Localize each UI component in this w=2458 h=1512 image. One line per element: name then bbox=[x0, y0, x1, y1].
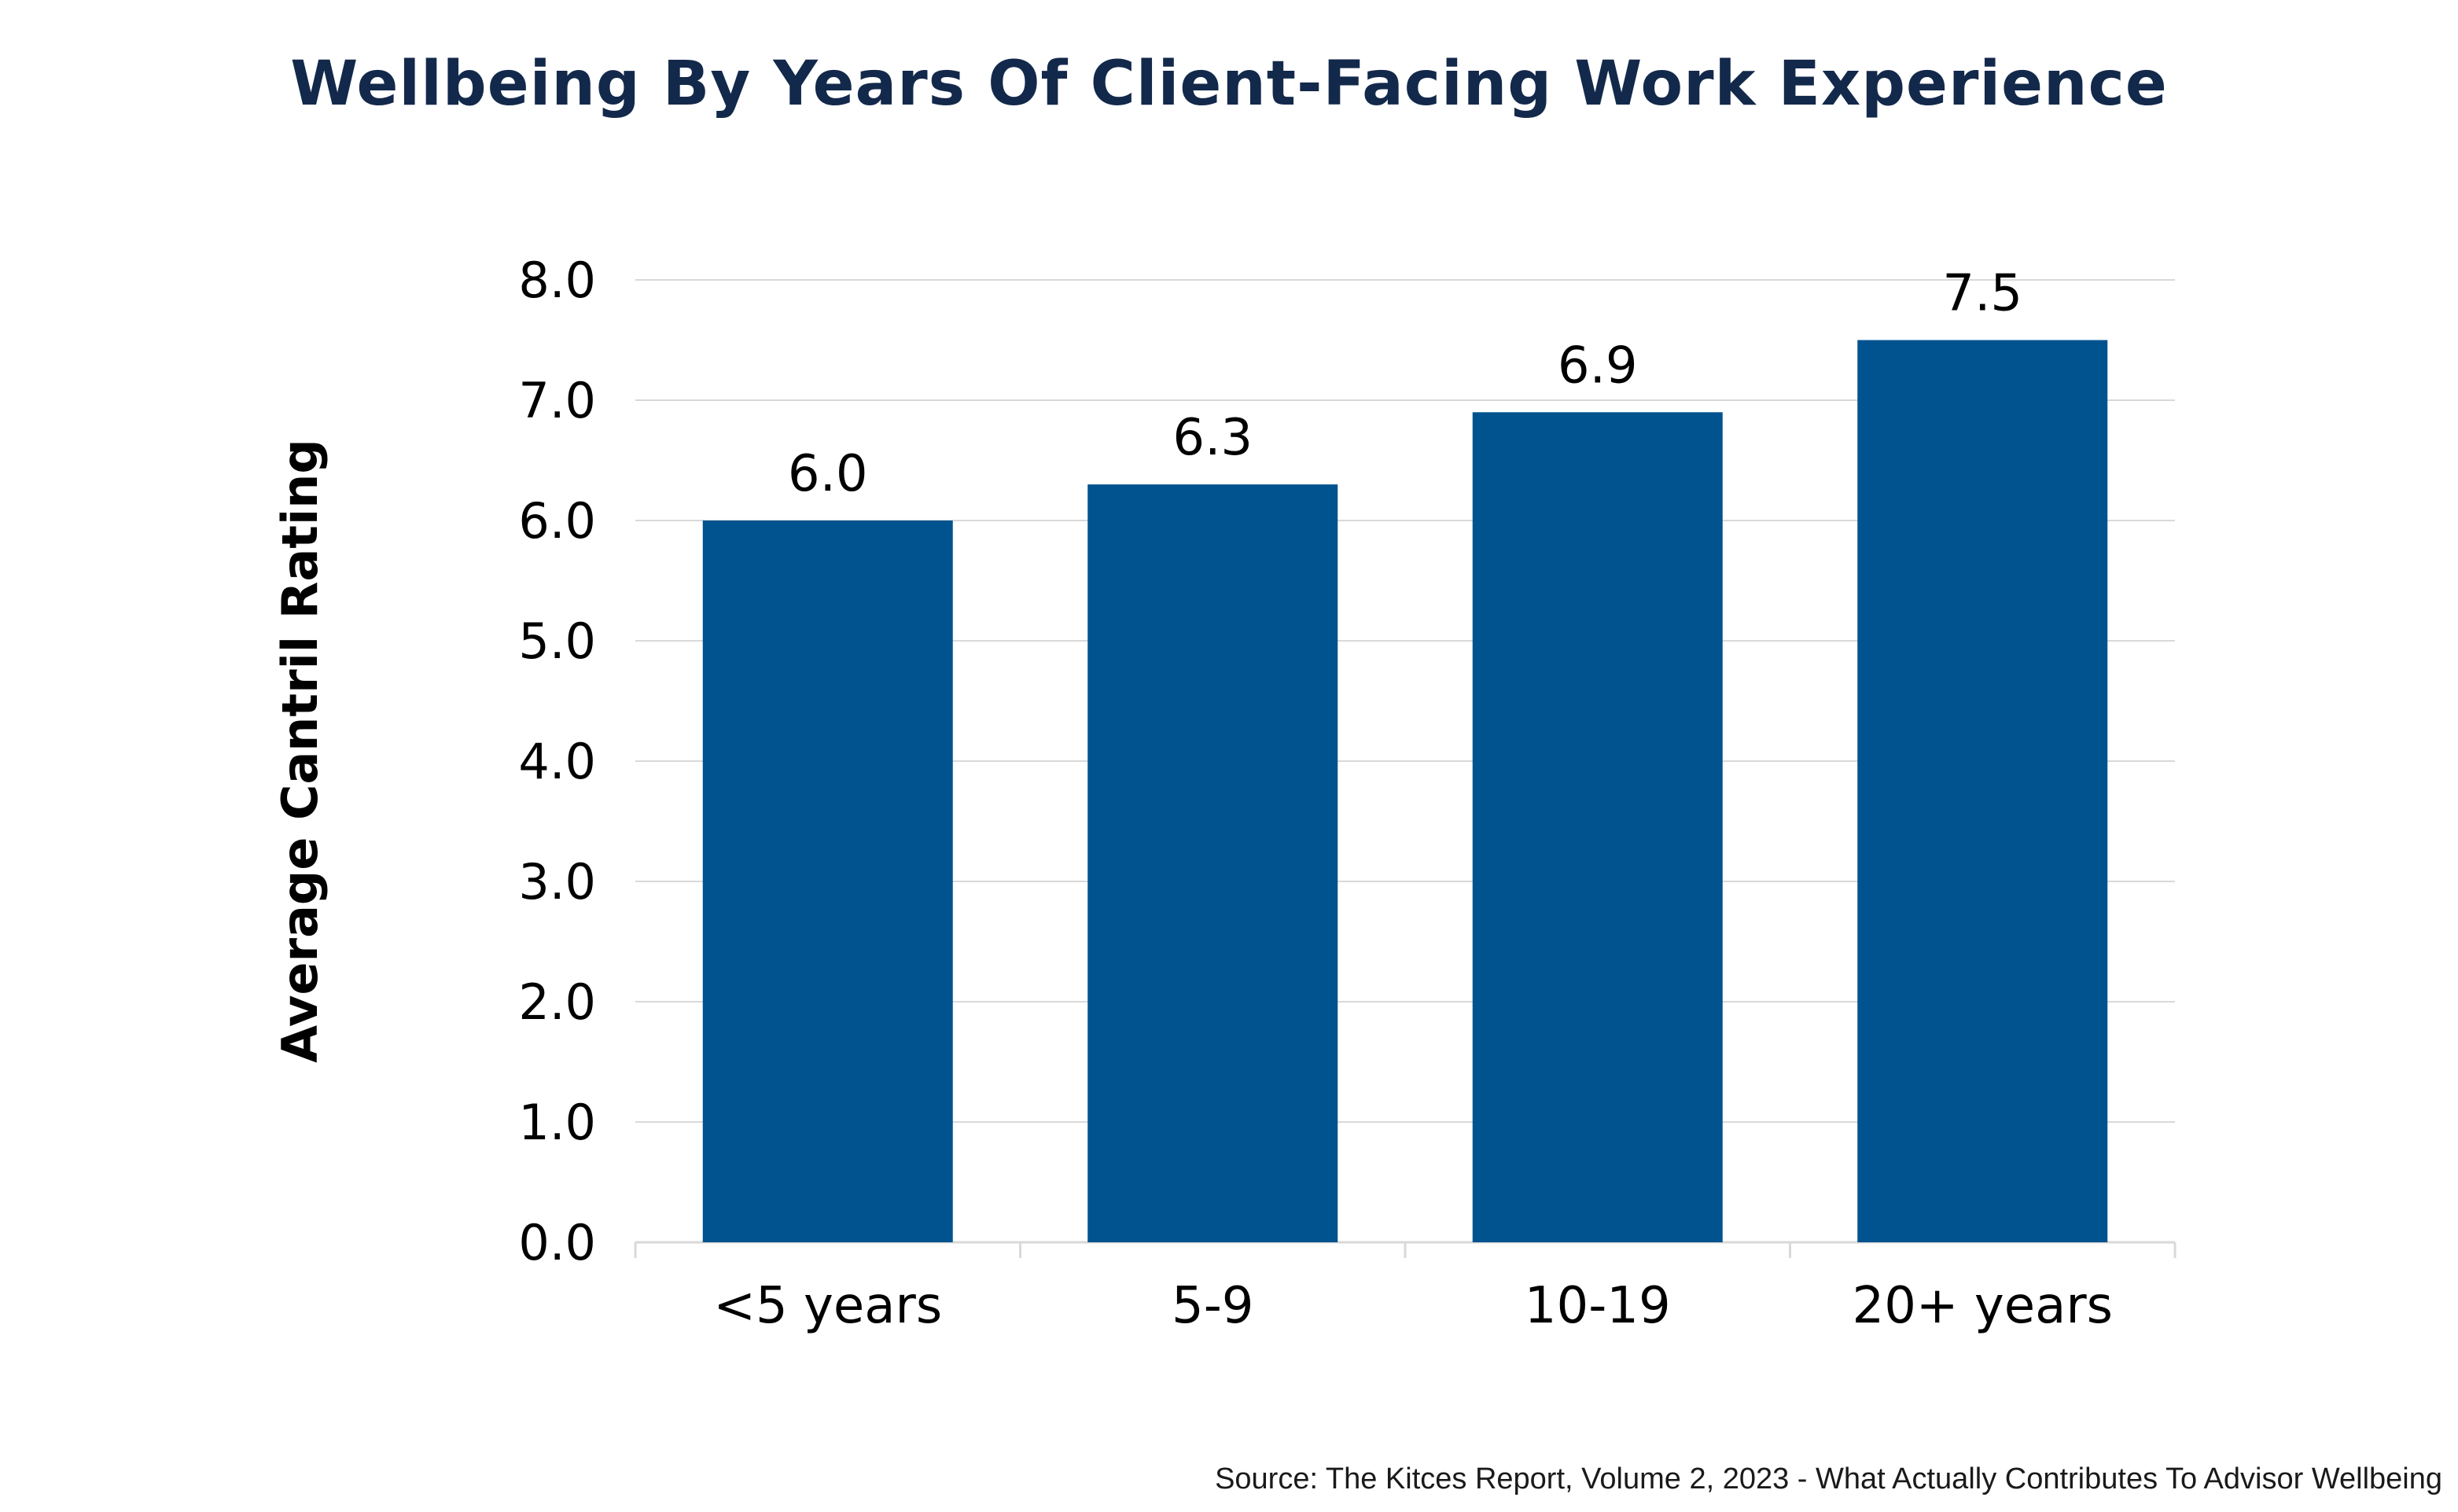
y-axis-label: Average Cantril Rating bbox=[271, 439, 329, 1062]
x-tick-label: <5 years bbox=[713, 1277, 942, 1335]
y-tick-label: 3.0 bbox=[518, 853, 596, 911]
bars bbox=[702, 340, 2108, 1242]
bar bbox=[1472, 412, 1723, 1242]
x-axis bbox=[634, 1241, 2177, 1258]
y-tick-label: 0.0 bbox=[518, 1214, 596, 1271]
y-tick-label: 1.0 bbox=[518, 1094, 596, 1151]
data-labels: 6.0 6.3 6.9 7.5 bbox=[788, 265, 2022, 504]
bar bbox=[1857, 340, 2108, 1242]
bar bbox=[702, 521, 953, 1242]
x-axis-ticks: <5 years 5-9 10-19 20+ years bbox=[713, 1277, 2113, 1335]
y-tick-label: 7.0 bbox=[518, 372, 596, 429]
bar bbox=[1087, 484, 1338, 1242]
data-label: 6.9 bbox=[1558, 337, 1638, 395]
y-tick-label: 6.0 bbox=[518, 492, 596, 550]
x-tick-label: 5-9 bbox=[1172, 1277, 1254, 1335]
y-tick-label: 2.0 bbox=[518, 973, 596, 1031]
chart-title: Wellbeing By Years Of Client-Facing Work… bbox=[290, 49, 2168, 120]
x-tick-label: 10-19 bbox=[1525, 1277, 1671, 1335]
y-tick-label: 8.0 bbox=[518, 252, 596, 309]
data-label: 6.0 bbox=[788, 445, 868, 503]
y-tick-label: 5.0 bbox=[518, 613, 596, 670]
data-label: 6.3 bbox=[1172, 409, 1253, 467]
data-label: 7.5 bbox=[1942, 265, 2022, 323]
y-axis-ticks: 0.0 1.0 2.0 3.0 4.0 5.0 6.0 7.0 8.0 bbox=[518, 252, 596, 1271]
x-tick-label: 20+ years bbox=[1852, 1277, 2113, 1335]
y-tick-label: 4.0 bbox=[518, 733, 596, 790]
source-note: Source: The Kitces Report, Volume 2, 202… bbox=[1215, 1462, 2442, 1495]
